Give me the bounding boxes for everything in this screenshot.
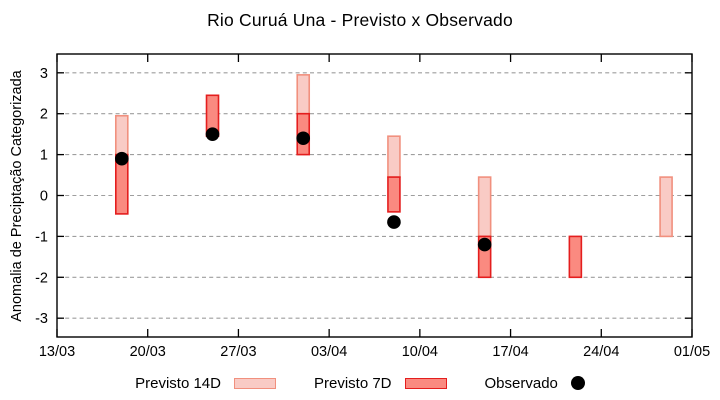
observed-dot <box>205 127 220 141</box>
previsto-7d-swatch-icon <box>404 377 447 389</box>
bar-previsto-14d <box>296 74 311 115</box>
y-tick-label: 0 <box>40 189 48 205</box>
y-tick-label: -2 <box>35 270 48 286</box>
y-tick-label: -1 <box>35 229 48 245</box>
legend-label-previsto-7d: Previsto 7D <box>313 374 392 392</box>
legend-label-previsto-14d: Previsto 14D <box>135 374 221 392</box>
bar-previsto-14d <box>477 176 492 238</box>
x-tick-label: 03/04 <box>311 344 347 360</box>
observado-dot-icon <box>570 376 585 390</box>
x-tick-label: 17/04 <box>492 344 528 360</box>
observed-dot <box>477 237 492 252</box>
bar-previsto-14d <box>659 176 673 238</box>
bar-previsto-7d <box>568 235 583 279</box>
x-tick-label: 13/03 <box>39 344 75 360</box>
x-tick-label: 10/04 <box>402 344 438 360</box>
legend-label-observado: Observado <box>484 374 558 392</box>
x-tick-label: 27/03 <box>220 344 256 360</box>
y-tick-label: 1 <box>40 148 48 164</box>
y-tick-label: -3 <box>35 311 48 327</box>
plot-area: -3 -2 -1 0 1 2 3 13/03 20/03 27/03 03/04 10/04 17/04… <box>35 53 710 360</box>
bar-previsto-14d <box>387 135 401 178</box>
observed-dot <box>387 215 401 229</box>
y-tick-label: 3 <box>40 66 48 82</box>
previsto-14d-swatch-icon <box>233 377 276 389</box>
legend-item-previsto-14d: Previsto 14D <box>135 375 276 392</box>
legend: Previsto 14D Previsto 7D Observado <box>0 370 720 396</box>
y-tick-label: 2 <box>40 107 48 123</box>
legend-item-previsto-7d: Previsto 7D <box>314 375 447 392</box>
x-tick-label: 20/03 <box>130 344 166 360</box>
bar-previsto-14d <box>114 114 129 156</box>
observed-dot <box>114 151 129 166</box>
observed-dot <box>296 131 311 146</box>
chart-title: Rio Curuá Una - Previsto x Observado <box>207 10 513 30</box>
x-tick-label: 24/04 <box>583 344 619 360</box>
legend-item-observado: Observado <box>485 375 585 392</box>
plot-border <box>56 53 693 338</box>
x-tick-label: 01/05 <box>674 344 710 360</box>
bar-previsto-7d <box>387 176 401 213</box>
